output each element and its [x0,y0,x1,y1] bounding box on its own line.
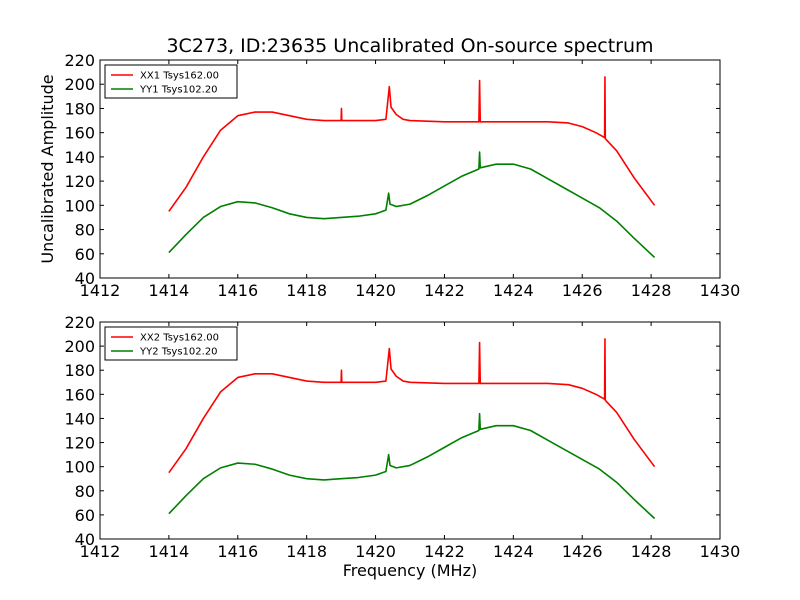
y-tick-label: 140 [64,148,95,167]
x-axis-label: Frequency (MHz) [343,561,477,580]
x-tick-label: 1426 [562,281,603,300]
y-tick-label: 80 [75,482,95,501]
legend-box [104,326,238,361]
x-tick-label: 1418 [286,281,327,300]
y-tick-label: 120 [64,434,95,453]
x-tick-label: 1426 [562,542,603,561]
legend: XX2 Tsys162.00 YY2 Tsys102.20 [104,326,238,361]
x-tick-label: 1412 [80,542,121,561]
y-tick-label: 200 [64,337,95,356]
x-tick-label: 1420 [355,281,396,300]
y-tick-label: 60 [75,245,95,264]
y-tick-label: 120 [64,172,95,191]
legend-box [104,64,238,99]
y-tick-label: 220 [64,51,95,70]
series-line-xx [168,338,656,474]
x-tick-label: 1418 [286,542,327,561]
x-tick-label: 1428 [631,542,672,561]
y-tick-label: 160 [64,124,95,143]
x-tick-label: 1422 [424,542,465,561]
y-tick-label: 60 [75,506,95,525]
x-tick-label: 1430 [700,281,741,300]
y-tick-label: 40 [75,530,95,549]
axes-frame [99,321,721,540]
legend-label-xx: XX1 Tsys162.00 [140,71,219,82]
top-spectrum-panel: 1412 1414 1416 1418 1420 1422 1424 1426 1428 1430… [64,51,740,300]
x-tick-label: 1414 [149,281,190,300]
legend-label-yy: YY1 Tsys102.20 [139,85,218,96]
y-tick-label: 180 [64,99,95,118]
x-tick-label: 1424 [493,542,534,561]
x-tick-label: 1420 [355,542,396,561]
x-tick-label: 1428 [631,281,672,300]
y-tick-label: 140 [64,409,95,428]
series-line-yy [168,412,656,520]
x-tick-label: 1424 [493,281,534,300]
y-tick-label: 160 [64,385,95,404]
y-axis-label: Uncalibrated Amplitude [38,74,57,263]
x-tick-label: 1422 [424,281,465,300]
bottom-spectrum-panel: 1412 1414 1416 1418 1420 1422 1424 1426 1428 1430… [64,313,740,561]
y-tick-label: 40 [75,269,95,288]
figure-title: 3C273, ID:23635 Uncalibrated On-source s… [166,35,653,57]
y-tick-label: 80 [75,221,95,240]
x-tick-label: 1414 [149,542,190,561]
y-tick-label: 200 [64,75,95,94]
x-tick-label: 1416 [217,542,258,561]
axes-frame [99,59,721,279]
legend-label-yy: YY2 Tsys102.20 [139,347,218,358]
y-tick-label: 100 [64,196,95,215]
y-tick-label: 220 [64,313,95,332]
x-tick-label: 1412 [80,281,121,300]
legend: XX1 Tsys162.00 YY1 Tsys102.20 [104,64,238,99]
series-line-xx [168,76,656,212]
y-tick-label: 180 [64,361,95,380]
y-tick-label: 100 [64,458,95,477]
x-tick-label: 1430 [700,542,741,561]
x-tick-label: 1416 [217,281,258,300]
series-line-yy [168,151,656,258]
legend-label-xx: XX2 Tsys162.00 [140,333,219,344]
